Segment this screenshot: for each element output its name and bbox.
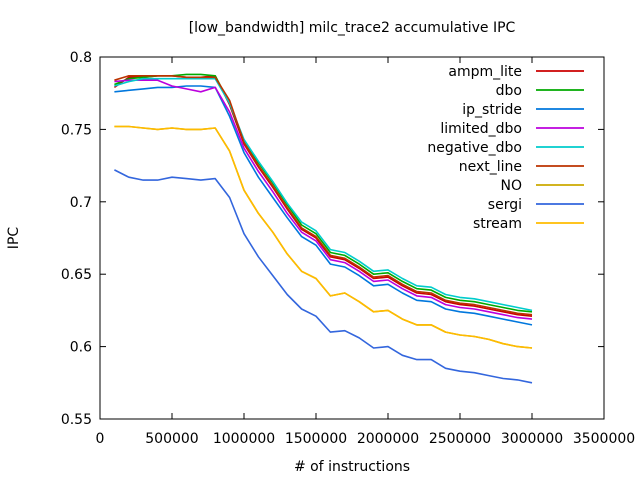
legend-label-next-line: next_line: [459, 159, 522, 175]
series-line-ip-stride: [114, 85, 533, 326]
series-line-sergi: [114, 169, 533, 384]
x-tick-label: 500000: [145, 431, 198, 447]
legend-label-no: NO: [501, 178, 523, 194]
y-tick-label: 0.6: [70, 340, 92, 356]
y-tick-label: 0.75: [61, 122, 92, 138]
legend-label-sergi: sergi: [488, 197, 522, 213]
chart-title: [low_bandwidth] milc_trace2 accumulative…: [189, 20, 516, 36]
series-line-negative-dbo: [114, 77, 533, 312]
legend-label-limited-dbo: limited_dbo: [440, 121, 522, 137]
y-tick-label: 0.7: [70, 195, 92, 211]
x-tick-label: 3000000: [501, 431, 563, 447]
legend-label-ip-stride: ip_stride: [462, 102, 522, 118]
x-tick-label: 1500000: [285, 431, 347, 447]
x-tick-label: 1000000: [213, 431, 275, 447]
y-tick-label: 0.55: [61, 412, 92, 428]
axis-ticks: 0 500000 1000000 1500000 2000000 2500000 30000…: [61, 50, 635, 447]
series-lines: [113, 73, 533, 384]
legend-label-negative-dbo: negative_dbo: [427, 140, 522, 156]
legend-label-dbo: dbo: [496, 83, 522, 99]
x-axis-label: # of instructions: [294, 459, 410, 475]
series-line-next-line: [114, 75, 533, 316]
x-tick-label: 0: [96, 431, 105, 447]
x-tick-label: 2500000: [429, 431, 491, 447]
y-tick-label: 0.8: [70, 50, 92, 66]
series-line-limited-dbo: [114, 79, 533, 320]
legend-label-ampm-lite: ampm_lite: [448, 64, 522, 80]
plot-frame: [99, 56, 605, 420]
legend-label-stream: stream: [473, 216, 522, 232]
x-tick-label: 3500000: [573, 431, 635, 447]
series-line-stream: [114, 125, 533, 349]
y-tick-label: 0.65: [61, 267, 92, 283]
x-tick-label: 2000000: [357, 431, 419, 447]
series-line-dbo: [114, 73, 533, 313]
y-axis-label: IPC: [6, 227, 22, 250]
